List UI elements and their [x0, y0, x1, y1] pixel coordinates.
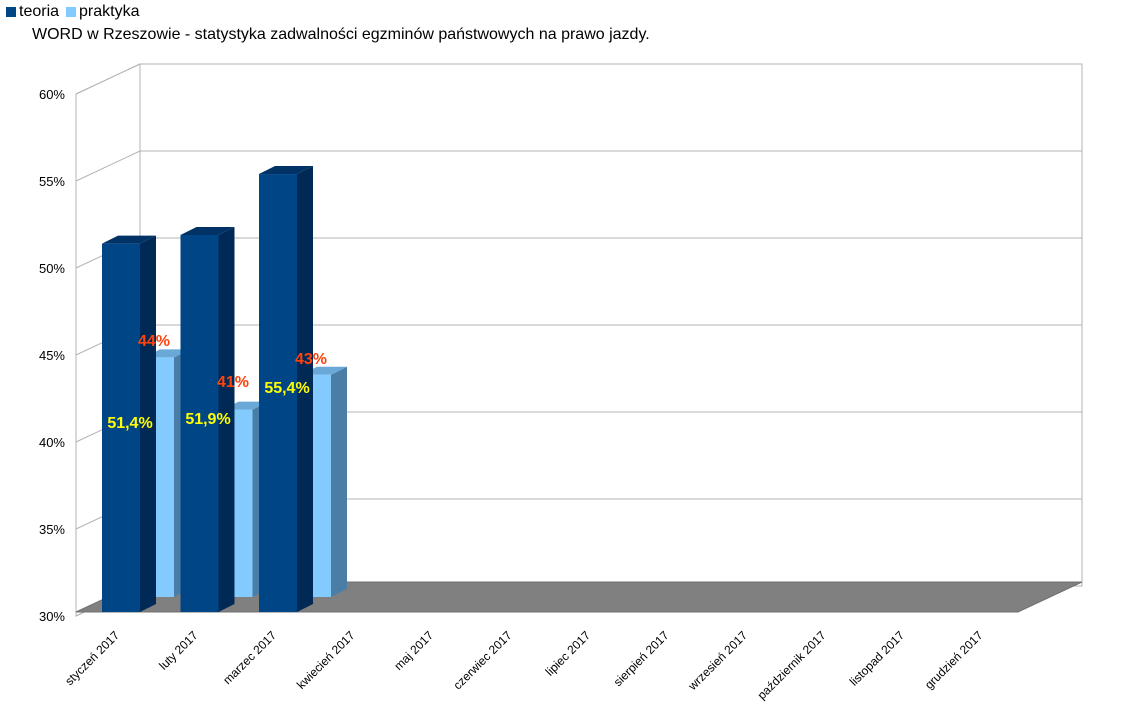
data-label-teoria: 51,4% — [107, 415, 152, 432]
x-tick-label: marzec 2017 — [220, 628, 279, 687]
x-tick-label: czerwiec 2017 — [450, 628, 514, 692]
x-tick-label: maj 2017 — [391, 628, 436, 673]
gridline-side — [75, 63, 141, 95]
chart-legend: teoria praktyka — [6, 3, 147, 21]
y-tick-label: 40% — [39, 435, 65, 450]
bar-top-teoria — [102, 235, 156, 244]
data-label-praktyka: 43% — [295, 351, 327, 368]
legend-item-teoria: teoria — [6, 3, 59, 21]
y-tick-label: 45% — [39, 348, 65, 363]
data-label-praktyka: 44% — [138, 333, 170, 350]
y-tick-label: 50% — [39, 261, 65, 276]
y-tick-label: 60% — [39, 87, 65, 102]
data-label-teoria: 51,9% — [185, 411, 230, 428]
chart-title: WORD w Rzeszowie - statystyka zadwalnośc… — [32, 26, 650, 43]
legend-label-teoria: teoria — [19, 3, 60, 20]
bar-front-teoria — [259, 174, 297, 613]
x-tick-label: lipiec 2017 — [543, 628, 594, 679]
bar-top-teoria — [259, 166, 313, 175]
bar-side-teoria — [218, 226, 235, 612]
x-tick-label: luty 2017 — [156, 628, 201, 673]
data-label-teoria: 55,4% — [264, 380, 309, 397]
bar-front-teoria — [102, 243, 140, 612]
data-label-praktyka: 41% — [217, 374, 249, 391]
x-tick-label: październik 2017 — [755, 628, 829, 702]
y-tick-label: 30% — [39, 609, 65, 624]
legend-swatch-praktyka — [66, 7, 77, 17]
y-tick-label: 35% — [39, 522, 65, 537]
x-tick-label: sierpień 2017 — [611, 628, 672, 689]
bar-front-teoria — [180, 234, 219, 612]
gridline-side — [75, 150, 141, 182]
x-tick-label: kwiecień 2017 — [294, 628, 358, 692]
y-tick-label: 55% — [39, 174, 65, 189]
legend-item-praktyka: praktyka — [66, 3, 140, 21]
x-tick-label: wrzesień 2017 — [685, 628, 751, 694]
legend-label-praktyka: praktyka — [79, 3, 140, 20]
bar-side-praktyka — [331, 366, 347, 597]
bar-side-teoria — [140, 235, 156, 612]
x-tick-label: listopad 2017 — [847, 628, 908, 689]
bar-side-teoria — [297, 166, 313, 613]
x-tick-label: grudzień 2017 — [922, 628, 986, 692]
x-tick-label: styczeń 2017 — [62, 628, 122, 688]
legend-swatch-teoria — [6, 7, 16, 17]
bar-top-teoria — [180, 226, 235, 235]
